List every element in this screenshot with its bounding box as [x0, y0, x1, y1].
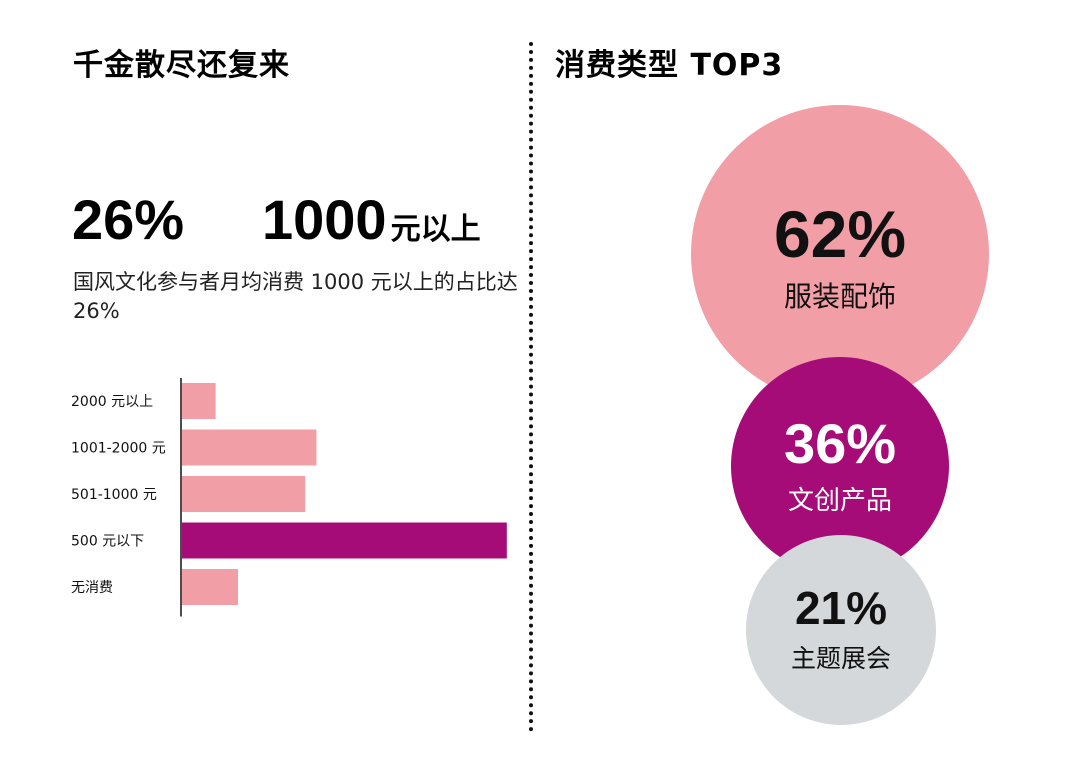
bar-4 — [182, 569, 238, 605]
stat-amount: 1000 元以上 — [262, 188, 481, 262]
bar-label-2: 501-1000 元 — [71, 487, 157, 503]
bubble-clothing-label: 服装配饰 — [783, 280, 896, 313]
bubble-clothing: 62% 服装配饰 — [691, 105, 989, 403]
bar-3 — [182, 522, 507, 559]
bubble-exhibitions-label: 主题展会 — [790, 644, 891, 673]
bar-2 — [182, 476, 306, 512]
stat-amount-value: 1000 — [262, 188, 387, 251]
bar-0 — [182, 383, 216, 419]
left-section-title: 千金散尽还复来 — [73, 48, 290, 83]
right-section-title: 消费类型 TOP3 — [555, 48, 784, 83]
bubble-cultural-products-label: 文创产品 — [787, 485, 892, 516]
dotted-divider — [529, 42, 533, 732]
stat-description: 国风文化参与者月均消费 1000 元以上的占比达 26% — [73, 270, 518, 323]
bar-1 — [182, 429, 317, 466]
bar-label-3: 500 元以下 — [71, 534, 144, 550]
stat-percent: 26% — [72, 188, 185, 251]
bubble-cultural-products-value: 36% — [783, 411, 897, 475]
bubble-clothing-value: 62% — [773, 197, 907, 271]
bar-label-1: 1001-2000 元 — [71, 441, 166, 457]
bar-label-4: 无消费 — [71, 580, 113, 596]
bubble-exhibitions-value: 21% — [794, 582, 888, 634]
bar-label-0: 2000 元以上 — [71, 394, 153, 410]
bubble-exhibitions: 21% 主题展会 — [746, 535, 936, 725]
stat-amount-unit: 元以上 — [390, 212, 481, 247]
